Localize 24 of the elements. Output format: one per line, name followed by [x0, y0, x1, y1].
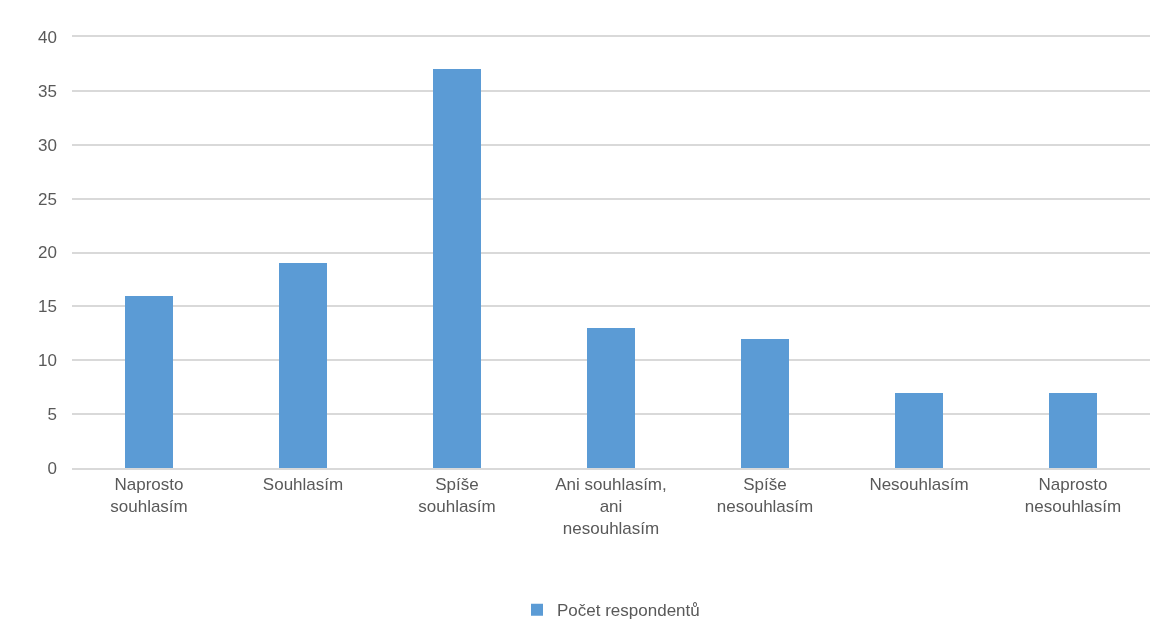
x-tick-label: Naprosto souhlasím	[110, 475, 188, 517]
y-tick-label: 30	[38, 135, 57, 155]
x-tick-label: Souhlasím	[262, 475, 344, 495]
y-tick-label: 20	[38, 243, 57, 263]
y-tick-label: 25	[38, 189, 57, 209]
y-tick-label: 0	[47, 458, 57, 478]
bar	[125, 296, 173, 468]
bar	[433, 69, 481, 468]
bar	[279, 263, 327, 468]
x-tick-label: Nesouhlasím	[869, 475, 969, 495]
bar	[587, 328, 635, 468]
y-tick-label: 15	[38, 297, 57, 317]
bar	[1049, 393, 1097, 468]
x-tick-label: Spíše nesouhlasím	[716, 475, 814, 517]
x-tick-label: Naprosto nesouhlasím	[1024, 475, 1122, 517]
legend-label: Počet respondentů	[557, 601, 700, 621]
y-tick-label: 40	[38, 27, 57, 47]
bar	[895, 393, 943, 468]
y-tick-label: 10	[38, 351, 57, 371]
bar	[741, 339, 789, 468]
y-tick-label: 5	[47, 405, 57, 425]
x-tick-label: Spíše souhlasím	[418, 475, 496, 517]
y-tick-label: 35	[38, 81, 57, 101]
x-tick-label: Ani souhlasím, ani nesouhlasím	[555, 475, 667, 539]
